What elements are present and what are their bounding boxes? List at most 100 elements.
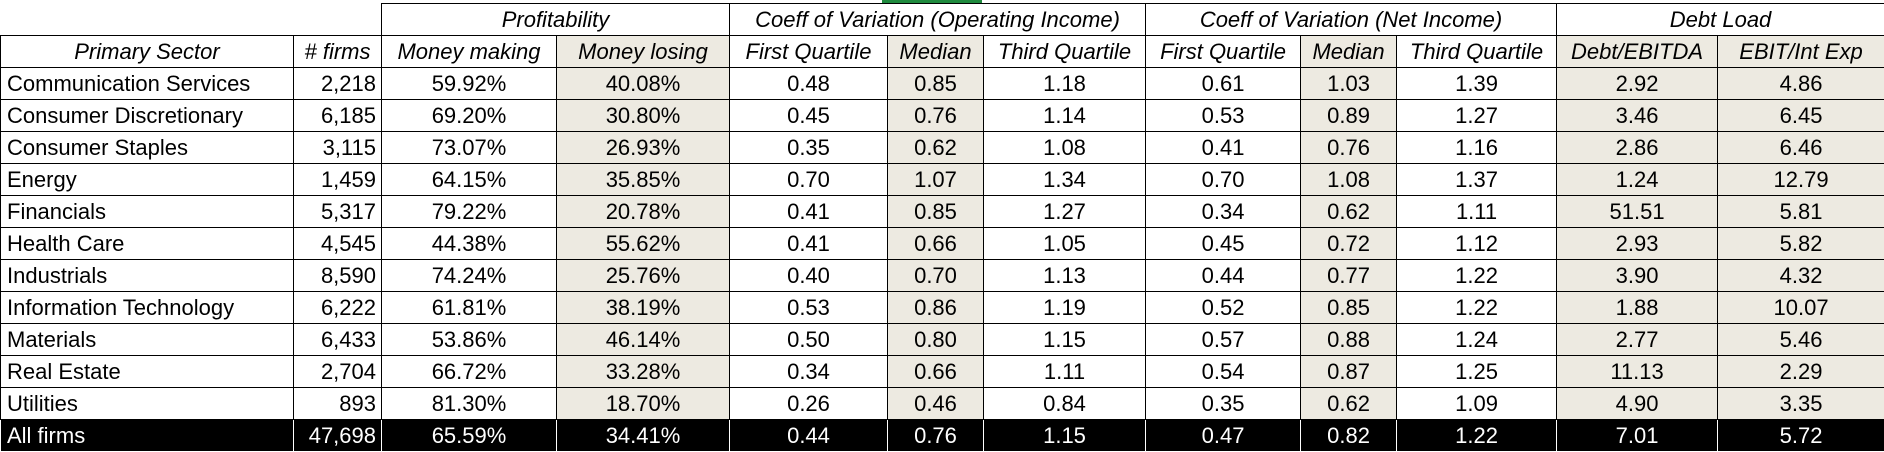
money-losing-cell: 38.19% <box>557 292 730 324</box>
sector-name-cell: Materials <box>1 324 294 356</box>
ni-third-quartile-cell: 1.37 <box>1397 164 1557 196</box>
header-ebit-int-exp: EBIT/Int Exp <box>1718 36 1884 68</box>
blank-corner <box>1 4 382 36</box>
ni-third-quartile-cell: 1.22 <box>1397 292 1557 324</box>
oi-third-quartile-cell: 1.18 <box>984 68 1146 100</box>
oi-median-cell: 0.66 <box>888 228 984 260</box>
ni-first-quartile-cell: 0.52 <box>1146 292 1301 324</box>
firms-cell: 3,115 <box>294 132 382 164</box>
debt-ebitda-cell: 1.88 <box>1557 292 1718 324</box>
money-making-cell: 61.81% <box>382 292 557 324</box>
sector-statistics-table: Profitability Coeff of Variation (Operat… <box>0 3 1884 452</box>
ni-first-quartile-cell: 0.45 <box>1146 228 1301 260</box>
oi-first-quartile-cell: 0.45 <box>730 100 888 132</box>
ni-third-quartile-cell: 1.27 <box>1397 100 1557 132</box>
sector-name-cell: Consumer Staples <box>1 132 294 164</box>
ebit-int-exp-cell: 6.45 <box>1718 100 1884 132</box>
debt-ebitda-cell: 11.13 <box>1557 356 1718 388</box>
ni-third-quartile-cell: 1.12 <box>1397 228 1557 260</box>
money-making-cell: 81.30% <box>382 388 557 420</box>
firms-cell: 4,545 <box>294 228 382 260</box>
oi-first-quartile-cell: 0.53 <box>730 292 888 324</box>
ni-median-cell: 0.88 <box>1301 324 1397 356</box>
group-profitability: Profitability <box>382 4 730 36</box>
ni-first-quartile-cell: 0.44 <box>1146 260 1301 292</box>
ni-first-quartile-cell: 0.54 <box>1146 356 1301 388</box>
debt-ebitda-cell: 2.86 <box>1557 132 1718 164</box>
header-debt-ebitda: Debt/EBITDA <box>1557 36 1718 68</box>
ni-first-quartile-cell: 0.35 <box>1146 388 1301 420</box>
money-making-cell: 79.22% <box>382 196 557 228</box>
ni-third-quartile-cell: 1.39 <box>1397 68 1557 100</box>
oi-median-cell: 0.86 <box>888 292 984 324</box>
header-ni-first-quartile: First Quartile <box>1146 36 1301 68</box>
oi-third-quartile-cell: 1.19 <box>984 292 1146 324</box>
sector-name-cell: Energy <box>1 164 294 196</box>
ni-third-quartile-cell: 1.22 <box>1397 420 1557 452</box>
ni-first-quartile-cell: 0.41 <box>1146 132 1301 164</box>
oi-median-cell: 0.66 <box>888 356 984 388</box>
firms-cell: 6,433 <box>294 324 382 356</box>
ni-first-quartile-cell: 0.34 <box>1146 196 1301 228</box>
debt-ebitda-cell: 7.01 <box>1557 420 1718 452</box>
group-cov-operating-income: Coeff of Variation (Operating Income) <box>730 4 1146 36</box>
ebit-int-exp-cell: 10.07 <box>1718 292 1884 324</box>
ni-third-quartile-cell: 1.09 <box>1397 388 1557 420</box>
debt-ebitda-cell: 2.92 <box>1557 68 1718 100</box>
group-debt-load: Debt Load <box>1557 4 1884 36</box>
ni-first-quartile-cell: 0.70 <box>1146 164 1301 196</box>
ni-median-cell: 0.76 <box>1301 132 1397 164</box>
oi-median-cell: 0.85 <box>888 196 984 228</box>
ni-first-quartile-cell: 0.61 <box>1146 68 1301 100</box>
header-oi-median: Median <box>888 36 984 68</box>
debt-ebitda-cell: 2.93 <box>1557 228 1718 260</box>
ebit-int-exp-cell: 5.82 <box>1718 228 1884 260</box>
sector-name-cell: Real Estate <box>1 356 294 388</box>
debt-ebitda-cell: 51.51 <box>1557 196 1718 228</box>
money-making-cell: 74.24% <box>382 260 557 292</box>
money-losing-cell: 30.80% <box>557 100 730 132</box>
sector-name-cell: Communication Services <box>1 68 294 100</box>
oi-median-cell: 0.62 <box>888 132 984 164</box>
oi-first-quartile-cell: 0.35 <box>730 132 888 164</box>
money-losing-cell: 33.28% <box>557 356 730 388</box>
ebit-int-exp-cell: 4.86 <box>1718 68 1884 100</box>
ni-third-quartile-cell: 1.24 <box>1397 324 1557 356</box>
money-losing-cell: 55.62% <box>557 228 730 260</box>
ni-third-quartile-cell: 1.22 <box>1397 260 1557 292</box>
oi-median-cell: 0.76 <box>888 100 984 132</box>
money-making-cell: 73.07% <box>382 132 557 164</box>
oi-third-quartile-cell: 1.13 <box>984 260 1146 292</box>
oi-third-quartile-cell: 1.15 <box>984 420 1146 452</box>
header-primary-sector: Primary Sector <box>1 36 294 68</box>
ni-median-cell: 0.87 <box>1301 356 1397 388</box>
oi-median-cell: 0.46 <box>888 388 984 420</box>
sector-name-cell: Industrials <box>1 260 294 292</box>
ni-median-cell: 0.72 <box>1301 228 1397 260</box>
ni-third-quartile-cell: 1.25 <box>1397 356 1557 388</box>
firms-cell: 8,590 <box>294 260 382 292</box>
oi-third-quartile-cell: 1.14 <box>984 100 1146 132</box>
ni-median-cell: 0.85 <box>1301 292 1397 324</box>
oi-first-quartile-cell: 0.50 <box>730 324 888 356</box>
money-making-cell: 44.38% <box>382 228 557 260</box>
firms-cell: 2,704 <box>294 356 382 388</box>
ni-third-quartile-cell: 1.11 <box>1397 196 1557 228</box>
oi-first-quartile-cell: 0.70 <box>730 164 888 196</box>
oi-median-cell: 0.70 <box>888 260 984 292</box>
ni-first-quartile-cell: 0.53 <box>1146 100 1301 132</box>
firms-cell: 5,317 <box>294 196 382 228</box>
debt-ebitda-cell: 3.46 <box>1557 100 1718 132</box>
oi-first-quartile-cell: 0.40 <box>730 260 888 292</box>
firms-cell: 6,222 <box>294 292 382 324</box>
ni-median-cell: 1.08 <box>1301 164 1397 196</box>
header-money-losing: Money losing <box>557 36 730 68</box>
